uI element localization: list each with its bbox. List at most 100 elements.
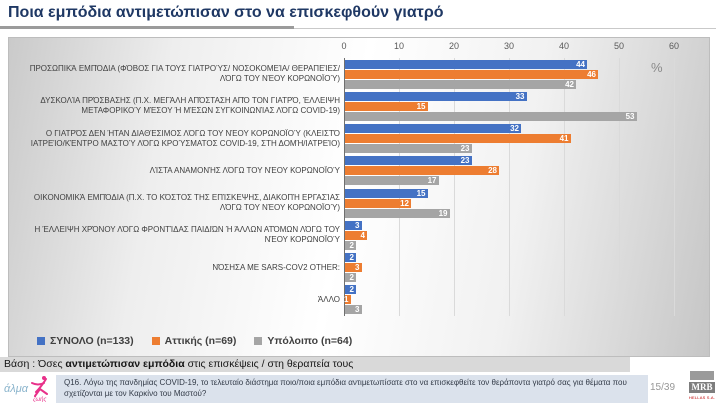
bar-stack: 32 41 23 [345,123,675,155]
bar-stack: 44 46 42 [345,58,675,90]
bar-value: 23 [460,156,470,166]
bar-total: 3 [345,220,362,230]
bar-value: 17 [427,176,437,186]
title-underline-dark [0,26,294,29]
bar-total: 2 [345,285,356,295]
bar-value: 19 [438,208,448,218]
bar-value: 44 [576,59,585,69]
bar-rest: 2 [345,273,356,283]
bar-rest: 2 [345,240,356,250]
bar-value: 15 [416,188,426,198]
bar-attiki: 12 [345,198,411,208]
bar-value: 15 [416,101,426,111]
bar-total: 15 [345,188,428,198]
base-bar: Βάση : Όσες αντιμετώπισαν εμπόδια στις ε… [0,357,630,372]
bar-value: 3 [355,305,360,315]
bar-stack: 23 28 17 [345,155,675,187]
axis-line [344,58,345,316]
mrb-logo-name: MRB [688,381,716,394]
page-title: Ποια εμπόδια αντιμετώπισαν στο να επισκε… [8,4,444,21]
alma-logo-text-1: άλμα [4,383,29,395]
category-label: ΔΥΣΚΟΛΊΑ ΠΡΌΣΒΑΣΗΣ (Π.Χ. ΜΕΓΆΛΗ ΑΠΌΣΤΑΣΗ… [40,96,340,116]
bar-attiki: 3 [345,263,362,273]
category-label: Η ΈΛΛΕΙΨΗ ΧΡΌΝΟΥ ΛΌΓΩ ΦΡΟΝΤΊΔΑΣ ΠΑΙΔΙΏΝ … [34,225,340,245]
bar-rest: 42 [345,79,576,89]
bar-value: 28 [488,166,497,176]
bar-value: 41 [559,134,569,144]
bar-stack: 15 12 19 [345,187,675,219]
axis-tick-label: 30 [503,41,515,51]
bar-value: 1 [344,295,349,305]
category-label: ΛΊΣΤΑ ΑΝΑΜΟΝΉΣ ΛΌΓΩ ΤΟΥ ΝΈΟΥ ΚΟΡΩΝΟΪΟΎ [149,165,340,175]
bar-attiki: 15 [345,101,428,111]
legend: ΣΥΝΟΛΟ (n=133) Αττικής (n=69) Υπόλοιπο (n=… [37,335,352,347]
bar-value: 42 [565,79,574,89]
question-text: Q16. Λόγω της πανδημίας COVID-19, το τελ… [64,378,627,398]
axis-tick-label: 40 [558,41,570,51]
bar-value: 2 [349,273,354,283]
bar-value: 3 [355,263,360,273]
bar-rest: 23 [345,144,472,154]
mrb-logo-block [690,371,714,380]
bar-rest: 19 [345,208,450,218]
bar-stack: 33 15 53 [345,90,675,122]
bar-attiki: 46 [345,69,598,79]
chart-frame: 0 10 20 30 40 50 60 % ΠΡΟΣΩΠΙΚΆ ΕΜΠΌΔΙΑ (ΦΌΒΟΣ… [8,37,710,357]
bar-group: ΠΡΟΣΩΠΙΚΆ ΕΜΠΌΔΙΑ (ΦΌΒΟΣ ΓΙΑ ΤΟΥΣ ΓΙΑΤΡΟ… [9,58,709,90]
grid-layer [9,58,709,316]
legend-swatch [151,337,160,345]
bar-group: ΆΛΛΟ 2 1 3 [9,284,709,316]
legend-label: ΣΥΝΟΛΟ (n=133) [50,335,134,347]
base-text-bold: αντιμετώπισαν εμπόδια [65,358,185,370]
bar-attiki: 28 [345,166,499,176]
bar-value: 53 [625,111,635,121]
bar-total: 32 [345,124,521,134]
category-label: ΟΙΚΟΝΟΜΙΚΆ ΕΜΠΌΔΙΑ (Π.Χ. ΤΟ ΚΌΣΤΟΣ ΤΗΣ Ε… [33,193,340,213]
bar-value: 23 [460,144,470,154]
category-label: ΝΌΣΗΣΑ ΜΕ SARS-COV2 OTHER: [212,262,340,272]
legend-item: ΣΥΝΟΛΟ (n=133) [37,335,134,347]
bar-group: Ο ΓΙΑΤΡΌΣ ΔΕΝ ΉΤΑΝ ΔΙΑΘΈΣΙΜΟΣ ΛΌΓΩ ΤΟΥ Ν… [9,123,709,155]
axis-tick-label: 20 [448,41,460,51]
axis-tick-label: 50 [613,41,625,51]
axis-ticks: 0 10 20 30 40 50 60 [9,41,709,53]
bar-total: 44 [345,59,587,69]
bar-value: 4 [360,230,365,240]
bar-value: 2 [349,240,354,250]
axis-tick-label: 60 [668,41,680,51]
bar-rest: 17 [345,176,439,186]
bar-value: 33 [515,91,525,101]
legend-label: Υπόλοιπο (n=64) [267,335,353,347]
gridline [399,58,400,316]
bar-group: ΔΥΣΚΟΛΊΑ ΠΡΌΣΒΑΣΗΣ (Π.Χ. ΜΕΓΆΛΗ ΑΠΌΣΤΑΣΗ… [9,90,709,122]
runner-icon: άλμα ζωής [4,376,48,403]
bar-total: 33 [345,91,527,101]
alma-logo-text-2: ζωής [33,396,46,402]
category-label: Ο ΓΙΑΤΡΌΣ ΔΕΝ ΉΤΑΝ ΔΙΑΘΈΣΙΜΟΣ ΛΌΓΩ ΤΟΥ Ν… [30,128,340,148]
mrb-logo: MRB HELLAS S.A. [688,371,716,400]
bar-groups: ΠΡΟΣΩΠΙΚΆ ΕΜΠΌΔΙΑ (ΦΌΒΟΣ ΓΙΑ ΤΟΥΣ ΓΙΑΤΡΟ… [9,58,709,316]
bar-group: ΛΊΣΤΑ ΑΝΑΜΟΝΉΣ ΛΌΓΩ ΤΟΥ ΝΈΟΥ ΚΟΡΩΝΟΪΟΎ 23… [9,155,709,187]
bar-group: ΝΌΣΗΣΑ ΜΕ SARS-COV2 OTHER: 2 3 2 [9,252,709,284]
gridline [674,58,675,316]
page-number: 15/39 [650,382,676,393]
gridline [509,58,510,316]
bar-value: 2 [349,253,354,263]
bar-value: 3 [355,220,360,230]
category-label: ΠΡΟΣΩΠΙΚΆ ΕΜΠΌΔΙΑ (ΦΌΒΟΣ ΓΙΑ ΤΟΥΣ ΓΙΑΤΡΟ… [29,64,340,84]
bar-total: 23 [345,156,472,166]
base-text-suffix: στις επισκέψεις / στη θεραπεία τους [184,358,354,370]
bar-group: ΟΙΚΟΝΟΜΙΚΆ ΕΜΠΌΔΙΑ (Π.Χ. ΤΟ ΚΌΣΤΟΣ ΤΗΣ Ε… [9,187,709,219]
legend-swatch [254,337,263,345]
bar-rest: 3 [345,305,362,315]
question-box: Q16. Λόγω της πανδημίας COVID-19, το τελ… [56,375,648,403]
bar-rest: 53 [345,111,637,121]
plot-area: ΠΡΟΣΩΠΙΚΆ ΕΜΠΌΔΙΑ (ΦΌΒΟΣ ΓΙΑ ΤΟΥΣ ΓΙΑΤΡΟ… [9,58,709,316]
bar-total: 2 [345,253,356,263]
percent-label: % [651,60,663,75]
base-text-prefix: Βάση : Όσες [4,358,66,370]
legend-swatch [37,337,45,345]
